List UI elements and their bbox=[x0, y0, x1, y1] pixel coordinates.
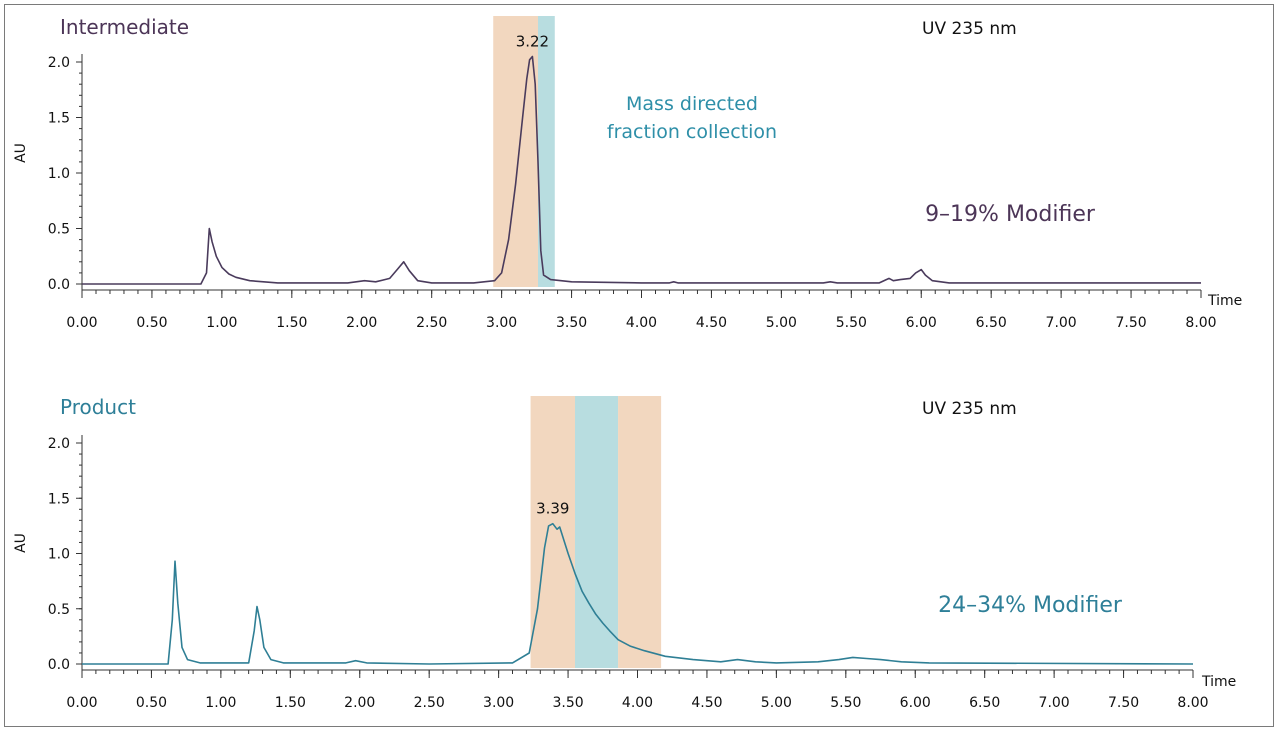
fraction-band bbox=[530, 396, 576, 668]
x-tick-label: 2.50 bbox=[416, 315, 447, 331]
modifier-label: 24–34% Modifier bbox=[938, 593, 1123, 618]
chromatogram-trace bbox=[82, 522, 1194, 665]
y-tick-label: 2.0 bbox=[48, 55, 70, 71]
figure-frame bbox=[4, 4, 1274, 727]
x-tick-label: 6.50 bbox=[969, 695, 1000, 711]
x-tick-label: 6.00 bbox=[900, 695, 931, 711]
x-tick-label: 6.00 bbox=[906, 315, 937, 331]
x-tick-label: 3.00 bbox=[486, 315, 517, 331]
y-tick-label: 1.5 bbox=[48, 111, 70, 127]
y-tick-label: 0.0 bbox=[48, 657, 70, 673]
x-tick-label: 8.00 bbox=[1185, 315, 1216, 331]
fraction-band bbox=[537, 16, 555, 287]
detector-label: UV 235 nm bbox=[922, 19, 1017, 39]
x-tick-label: 3.00 bbox=[483, 695, 514, 711]
y-tick-label: 1.5 bbox=[48, 491, 70, 507]
x-axis-label: Time bbox=[1207, 293, 1242, 309]
x-tick-label: 8.00 bbox=[1177, 695, 1208, 711]
x-tick-label: 1.00 bbox=[205, 695, 236, 711]
x-tick-label: 1.00 bbox=[206, 315, 237, 331]
fraction-band bbox=[493, 16, 538, 287]
x-tick-label: 7.00 bbox=[1046, 315, 1077, 331]
y-tick-label: 0.0 bbox=[48, 277, 70, 293]
annotation-text: fraction collection bbox=[607, 121, 777, 143]
y-tick-label: 1.0 bbox=[48, 547, 70, 563]
x-tick-label: 0.50 bbox=[136, 695, 167, 711]
x-tick-label: 7.00 bbox=[1039, 695, 1070, 711]
x-tick-label: 0.00 bbox=[66, 315, 97, 331]
x-tick-label: 0.50 bbox=[136, 315, 167, 331]
x-tick-label: 5.50 bbox=[836, 315, 867, 331]
y-tick-label: 2.0 bbox=[48, 436, 70, 452]
chart-title: Product bbox=[60, 395, 136, 419]
x-tick-label: 5.50 bbox=[830, 695, 861, 711]
x-tick-label: 5.00 bbox=[766, 315, 797, 331]
x-tick-label: 4.00 bbox=[622, 695, 653, 711]
y-axis-label: AU bbox=[13, 143, 29, 163]
x-tick-label: 0.00 bbox=[66, 695, 97, 711]
x-tick-label: 2.50 bbox=[414, 695, 445, 711]
detector-label: UV 235 nm bbox=[922, 399, 1017, 419]
fraction-band bbox=[575, 396, 619, 668]
fraction-band bbox=[618, 396, 662, 668]
x-tick-label: 6.50 bbox=[976, 315, 1007, 331]
y-tick-label: 0.5 bbox=[48, 602, 70, 618]
chart-title: Intermediate bbox=[60, 15, 189, 39]
y-tick-label: 1.0 bbox=[48, 166, 70, 182]
x-tick-label: 7.50 bbox=[1115, 315, 1146, 331]
chromatogram-trace bbox=[82, 55, 1201, 285]
chart-panel-1: 0.0 0.5 1.0 1.5 2.0 0.00 0.50 1.00 1.50 2.00 2.50 3… bbox=[13, 15, 1242, 331]
annotation-text: Mass directed bbox=[626, 93, 758, 115]
x-tick-label: 5.00 bbox=[761, 695, 792, 711]
x-tick-label: 3.50 bbox=[556, 315, 587, 331]
x-tick-label: 2.00 bbox=[344, 695, 375, 711]
x-tick-label: 1.50 bbox=[276, 315, 307, 331]
x-tick-label: 4.50 bbox=[691, 695, 722, 711]
x-tick-label: 2.00 bbox=[346, 315, 377, 331]
x-tick-label: 4.00 bbox=[626, 315, 657, 331]
chart-panel-2: 0.0 0.5 1.0 1.5 2.0 0.00 0.50 1.00 1.50 2.00 2.50 3… bbox=[13, 395, 1236, 711]
x-tick-label: 1.50 bbox=[275, 695, 306, 711]
x-tick-label: 7.50 bbox=[1108, 695, 1139, 711]
x-tick-label: 3.50 bbox=[552, 695, 583, 711]
modifier-label: 9–19% Modifier bbox=[925, 202, 1096, 227]
y-axis-label: AU bbox=[13, 533, 29, 553]
y-tick-label: 0.5 bbox=[48, 222, 70, 238]
peak-label: 3.22 bbox=[516, 32, 549, 50]
x-tick-label: 4.50 bbox=[696, 315, 727, 331]
peak-label: 3.39 bbox=[536, 500, 569, 518]
x-axis-label: Time bbox=[1201, 674, 1236, 690]
